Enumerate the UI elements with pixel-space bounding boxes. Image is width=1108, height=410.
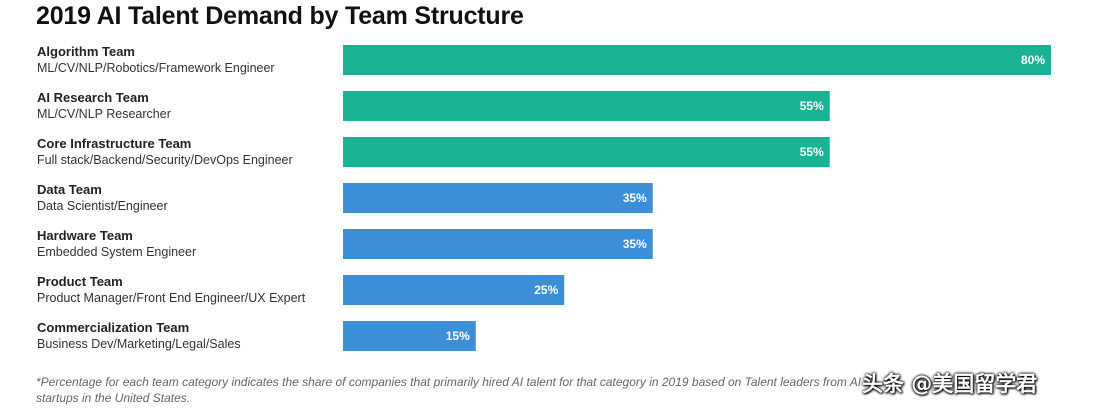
category-subtitle: Embedded System Engineer bbox=[37, 245, 196, 259]
bar bbox=[343, 91, 830, 121]
watermark-text: 头条 @美国留学君 bbox=[862, 372, 1038, 396]
category-name: Core Infrastructure Team bbox=[37, 136, 191, 151]
bar-value-label: 55% bbox=[800, 145, 824, 159]
bar bbox=[343, 275, 565, 305]
category-subtitle: ML/CV/NLP Researcher bbox=[37, 107, 171, 121]
category-name: Algorithm Team bbox=[37, 44, 135, 59]
category-subtitle: Data Scientist/Engineer bbox=[37, 199, 168, 213]
bar-value-label: 15% bbox=[446, 329, 470, 343]
category-name: Product Team bbox=[37, 274, 123, 289]
bar bbox=[343, 321, 476, 351]
category-name: Commercialization Team bbox=[37, 320, 189, 335]
bar-value-label: 80% bbox=[1021, 53, 1045, 67]
bar bbox=[343, 45, 1051, 75]
bar-value-label: 25% bbox=[534, 283, 558, 297]
category-subtitle: ML/CV/NLP/Robotics/Framework Engineer bbox=[37, 61, 275, 75]
category-subtitle: Business Dev/Marketing/Legal/Sales bbox=[37, 337, 241, 351]
category-subtitle: Full stack/Backend/Security/DevOps Engin… bbox=[37, 153, 293, 167]
category-name: AI Research Team bbox=[37, 90, 149, 105]
category-subtitle: Product Manager/Front End Engineer/UX Ex… bbox=[37, 291, 306, 305]
bar-value-label: 35% bbox=[623, 237, 647, 251]
footnote: *Percentage for each team category indic… bbox=[36, 375, 862, 405]
category-name: Data Team bbox=[37, 182, 102, 197]
bar-value-label: 55% bbox=[800, 99, 824, 113]
category-name: Hardware Team bbox=[37, 228, 133, 243]
bar bbox=[343, 229, 653, 259]
bar bbox=[343, 137, 830, 167]
chart-title: 2019 AI Talent Demand by Team Structure bbox=[36, 2, 524, 30]
bar bbox=[343, 183, 653, 213]
bar-value-label: 35% bbox=[623, 191, 647, 205]
